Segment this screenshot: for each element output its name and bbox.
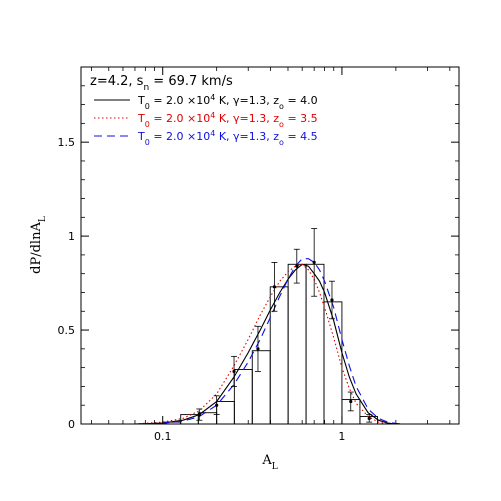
histogram-bar	[269, 286, 289, 424]
legend-label-2: T0 = 2.0 ×104 K, γ=1.3, zo = 3.5	[137, 111, 318, 129]
series-line-1	[134, 263, 396, 424]
plot-marks	[134, 228, 404, 424]
data-point	[256, 347, 260, 351]
histogram-bar	[359, 416, 378, 424]
axis-ticks: 0.1 1 0 0.5 1 1.5	[58, 67, 459, 443]
y-axis-title: dP/dlnAL	[29, 216, 48, 274]
x-tick-label: 0.1	[154, 430, 172, 443]
chart-title: z=4.2, sn = 69.7 km/s	[90, 74, 233, 93]
histogram-bar	[233, 369, 253, 424]
histogram-bar	[216, 401, 235, 424]
legend-label-3: T0 = 2.0 ×104 K, γ=1.3, zo = 4.5	[137, 129, 318, 147]
data-point	[367, 416, 371, 420]
histogram-bar	[251, 350, 271, 424]
histogram-bar	[305, 263, 325, 424]
x-axis-title: AL	[261, 453, 277, 472]
data-point	[272, 285, 277, 289]
y-tick-label: 1	[68, 230, 75, 243]
y-tick-label: 1.5	[58, 136, 76, 149]
y-tick-label: 0.5	[58, 324, 76, 337]
plot-frame	[80, 66, 460, 425]
series-line-2	[134, 263, 388, 424]
data-point	[330, 298, 334, 302]
x-tick-label: 1	[338, 430, 345, 443]
series-line-3	[134, 258, 404, 424]
data-point	[295, 264, 299, 268]
y-tick-label: 0	[68, 418, 75, 431]
legend: T0 = 2.0 ×104 K, γ=1.3, zo = 4.0T0 = 2.0…	[94, 93, 318, 147]
data-point	[349, 399, 353, 404]
data-point	[232, 369, 236, 373]
data-point	[312, 260, 316, 265]
histogram-bar	[287, 263, 307, 424]
histogram-bar	[323, 301, 343, 424]
legend-label-1: T0 = 2.0 ×104 K, γ=1.3, zo = 4.0	[137, 93, 318, 111]
data-point	[197, 413, 201, 417]
data-point	[215, 403, 219, 407]
